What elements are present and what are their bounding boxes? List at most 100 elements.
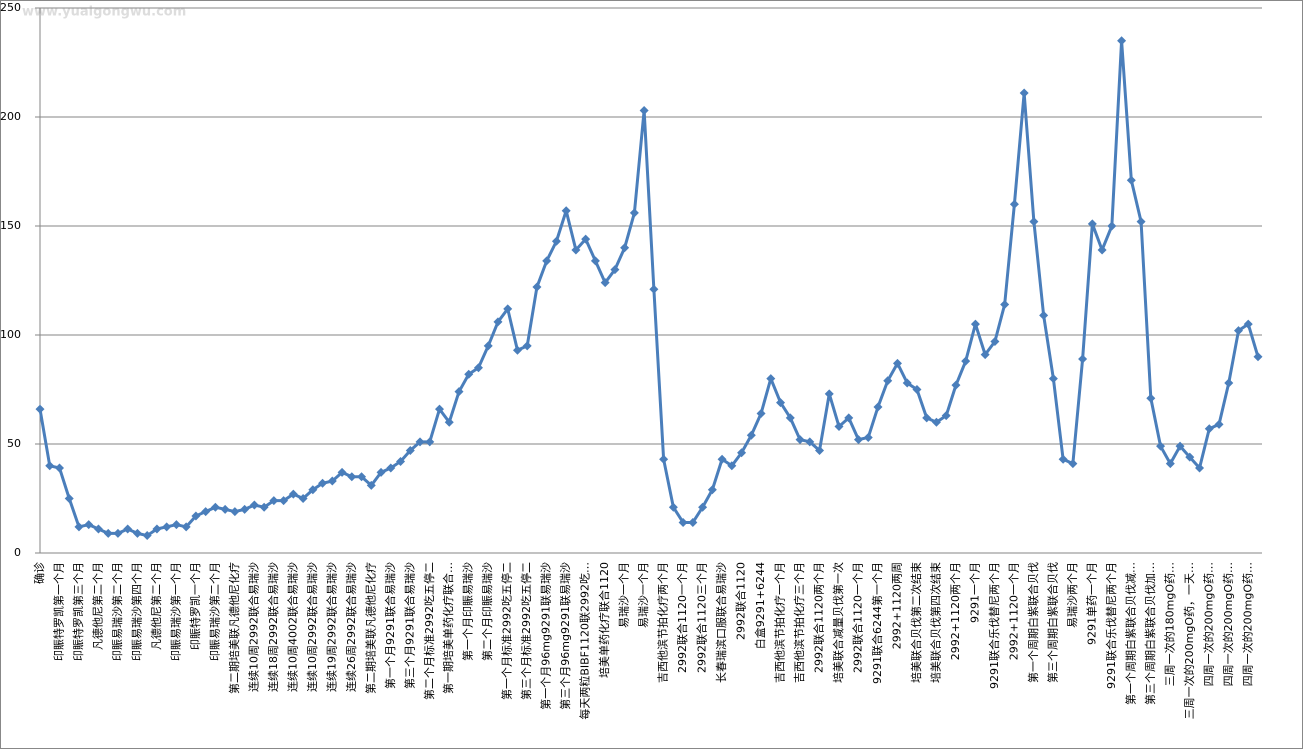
x-tick-label: 易瑞沙一个月	[636, 562, 650, 628]
data-point	[990, 337, 1000, 347]
x-tick-label: 印賑易瑞沙第二个月	[207, 562, 221, 661]
data-point	[590, 256, 600, 266]
data-point	[308, 485, 318, 495]
x-tick-label: 印賑易瑞沙第四个月	[129, 562, 143, 661]
x-tick-label: 四周一次的200mgO药…	[1201, 562, 1215, 686]
data-point	[181, 522, 191, 532]
data-point	[444, 417, 454, 427]
x-tick-label: 连续26周2992联合易瑞沙	[344, 562, 358, 692]
x-tick-label: 印賑特罗凯第一个月	[51, 562, 65, 661]
data-point	[415, 437, 425, 447]
y-tick-label: 50	[7, 437, 21, 450]
data-point	[318, 478, 328, 488]
data-point	[522, 341, 532, 351]
data-point	[815, 446, 825, 456]
data-point	[230, 507, 240, 517]
x-tick-label: 印賑特罗凯一个月	[188, 562, 202, 650]
x-tick-label: 培美单药化疗联合1120	[597, 562, 611, 678]
x-tick-label: 三周一次的200mgO药，一天…	[1182, 562, 1196, 719]
data-point	[941, 411, 951, 421]
data-point	[1224, 378, 1234, 388]
data-point	[571, 245, 581, 255]
data-point	[366, 480, 376, 490]
y-tick-label: 150	[0, 219, 21, 232]
data-point	[873, 402, 883, 412]
data-point	[883, 376, 893, 386]
x-tick-label: 第二期培美联凡德他尼化疗	[363, 562, 377, 694]
data-point	[824, 389, 834, 399]
data-point	[84, 520, 94, 530]
x-tick-label: 第三个月标准2992吃五停二	[519, 562, 533, 700]
y-tick-label: 200	[0, 110, 21, 123]
data-point	[912, 385, 922, 394]
data-point	[298, 494, 308, 503]
x-tick-label: 第二个月标准2992吃五停二	[422, 562, 436, 700]
data-point	[162, 522, 172, 532]
x-tick-label: 9291联合乐伐替尼两个月	[987, 562, 1001, 689]
data-point	[35, 404, 45, 414]
data-point	[561, 206, 571, 216]
data-point	[551, 236, 561, 246]
data-point	[746, 430, 756, 440]
x-tick-label: 印賑易瑞沙第二个月	[110, 562, 124, 661]
data-point	[483, 341, 493, 351]
data-point	[688, 517, 698, 527]
data-point	[1087, 219, 1097, 229]
data-point	[473, 363, 483, 373]
data-point	[756, 408, 766, 418]
data-point	[327, 476, 337, 486]
data-point	[1107, 221, 1117, 231]
data-point	[970, 319, 980, 329]
x-tick-label: 2992+1120两周	[890, 562, 903, 649]
data-point	[493, 317, 503, 327]
data-point	[863, 432, 873, 442]
x-tick-label: 第三个周期白紫联合贝伐加…	[1143, 562, 1157, 705]
data-point	[834, 422, 844, 432]
data-point	[142, 531, 152, 541]
data-point	[1243, 319, 1253, 329]
data-point	[396, 456, 406, 466]
data-point	[931, 417, 941, 427]
x-tick-label: 连续10周2992联合易瑞沙	[246, 562, 260, 692]
data-point	[961, 356, 971, 366]
data-point	[902, 378, 912, 388]
x-tick-label: 连续19周2992联合易瑞沙	[324, 562, 338, 692]
data-point	[980, 350, 990, 360]
data-point	[1000, 299, 1010, 309]
data-point	[503, 304, 513, 314]
data-point	[951, 380, 961, 390]
data-point	[220, 504, 230, 514]
data-point	[1117, 36, 1127, 46]
data-point	[853, 435, 863, 445]
data-point	[620, 243, 630, 253]
data-point	[649, 284, 659, 294]
x-tick-label: 印賑易瑞沙第一个月	[168, 562, 182, 661]
data-point	[1185, 452, 1195, 462]
x-tick-label: 9291联合6244第一个月	[870, 562, 884, 684]
x-tick-label: 9291单药一个月	[1085, 562, 1098, 645]
data-point	[1165, 459, 1175, 469]
data-point	[844, 413, 854, 423]
data-point	[249, 500, 259, 510]
x-tick-label: 培美联合贝伐第四次结束	[928, 562, 942, 683]
data-point	[259, 502, 269, 512]
data-point	[727, 461, 737, 471]
x-tick-label: 第一个月标准2992吃五停二	[500, 562, 514, 700]
x-tick-label: 印賑特罗凯第三个月	[71, 562, 85, 661]
x-tick-label: 第三个月9291联合易瑞沙	[402, 562, 416, 689]
x-tick-label: 凡德他尼第二个月	[90, 562, 104, 650]
data-point	[357, 472, 367, 482]
x-tick-label: 四周一次的200mgO药…	[1221, 562, 1235, 686]
data-point	[1019, 88, 1029, 98]
x-tick-label: 2992联合1120两个月	[812, 562, 826, 673]
data-point	[532, 282, 542, 292]
x-tick-label: 易瑞沙两个月	[1065, 562, 1079, 628]
data-point	[795, 435, 805, 445]
x-tick-label: 培美联合贝伐第二次结束	[909, 562, 923, 683]
data-point	[454, 387, 464, 397]
data-point	[1253, 352, 1263, 362]
x-tick-label: 确诊	[32, 562, 46, 584]
data-point	[288, 489, 298, 499]
